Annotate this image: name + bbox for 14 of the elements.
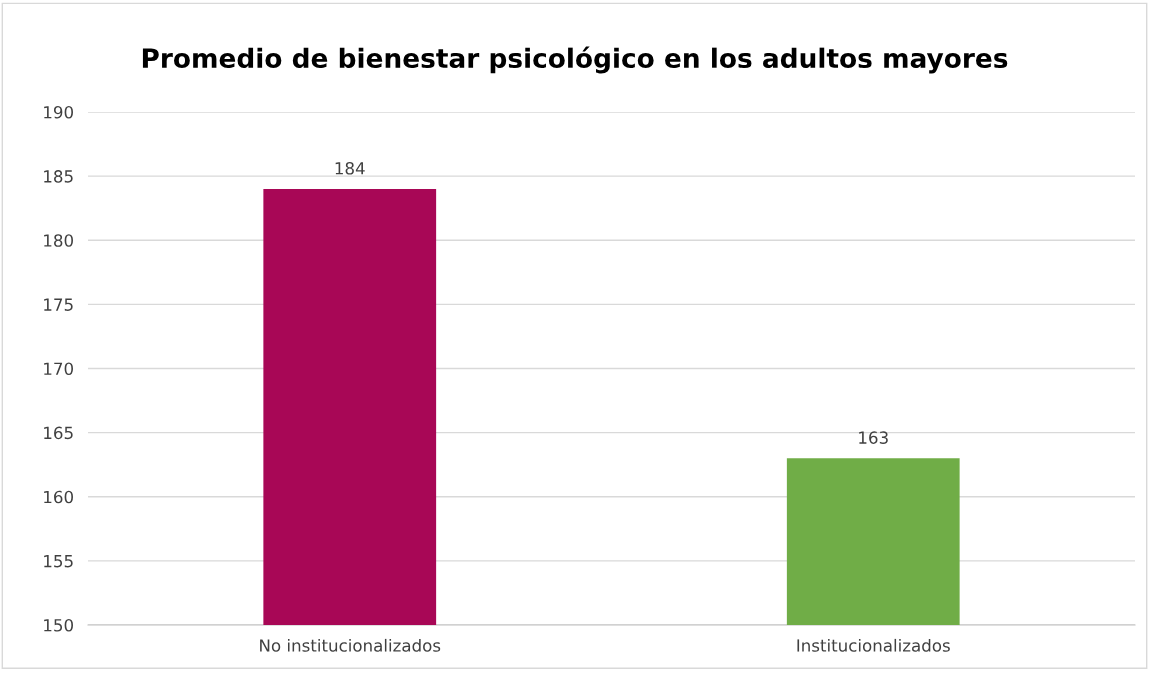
chart-title: Promedio de bienestar psicológico en los adultos mayores [142, 46, 1008, 74]
data-label: 163 [859, 431, 888, 444]
y-tick-label: 155 [44, 555, 73, 568]
data-label: 184 [335, 162, 365, 175]
y-tick-label: 170 [44, 362, 73, 376]
y-tick-label: 180 [44, 234, 73, 247]
x-tick-label: No institucionalizados [260, 638, 441, 652]
y-tick-label: 185 [44, 170, 73, 183]
y-tick-label: 160 [44, 490, 73, 504]
y-tick-label: 150 [44, 618, 73, 632]
y-tick-label: 190 [44, 105, 73, 119]
y-tick-label: 175 [44, 298, 73, 311]
y-tick-label: 165 [44, 426, 73, 440]
x-tick-label: Institucionalizados [797, 638, 950, 652]
